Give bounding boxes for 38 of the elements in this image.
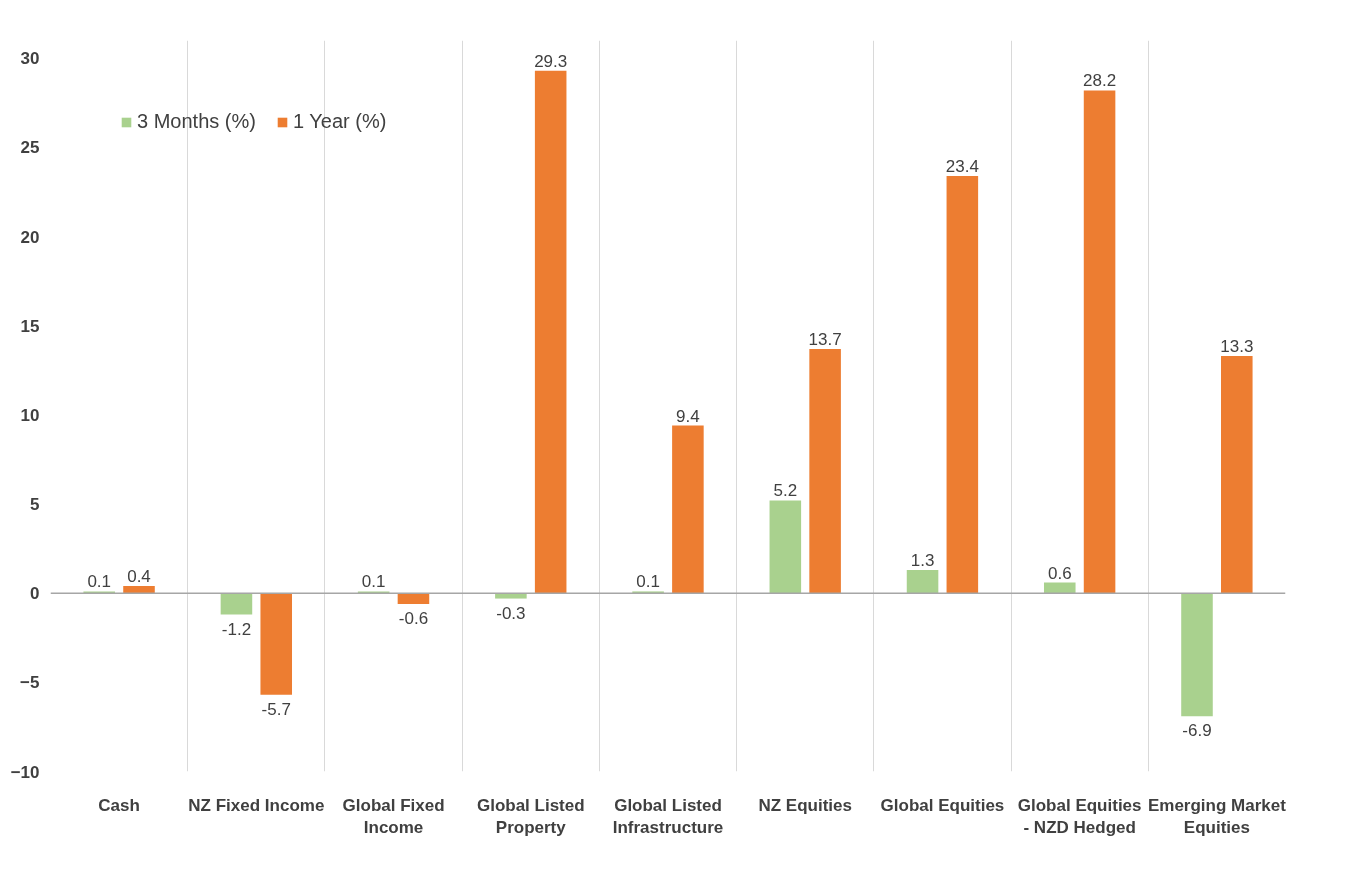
data-label: -0.3 bbox=[496, 603, 526, 623]
data-label: 23.4 bbox=[945, 157, 979, 176]
data-label: 0.6 bbox=[1047, 563, 1072, 583]
x-tick-label: NZ Fixed Income bbox=[188, 795, 325, 815]
data-label: 5.2 bbox=[773, 481, 798, 501]
data-label: -6.9 bbox=[1182, 721, 1212, 741]
x-tick-label: Cash bbox=[98, 795, 140, 815]
data-label: 13.7 bbox=[808, 329, 842, 349]
data-label: 0.4 bbox=[127, 567, 151, 587]
data-label: -5.7 bbox=[261, 699, 291, 719]
data-label: -0.6 bbox=[398, 608, 429, 628]
y-tick-label: −10 bbox=[10, 762, 40, 782]
y-tick-label: 20 bbox=[20, 227, 40, 247]
x-tick-label: Global Fixed Income bbox=[342, 795, 445, 838]
data-label: 0.1 bbox=[361, 572, 386, 592]
data-label: 28.2 bbox=[1083, 71, 1117, 91]
x-tick-label: Global Listed Property bbox=[476, 795, 585, 838]
y-tick-label: 5 bbox=[30, 495, 40, 515]
y-tick-label: 25 bbox=[20, 138, 40, 158]
legend-label: 3 Months (%) bbox=[137, 110, 256, 133]
data-label: 0.1 bbox=[87, 572, 112, 592]
y-tick-label: 30 bbox=[20, 49, 40, 69]
x-tick-label: Emerging Market Equities bbox=[1147, 795, 1287, 838]
x-tick-label: Global Equities bbox=[880, 795, 1005, 815]
y-tick-label: −5 bbox=[20, 673, 40, 693]
data-label: 0.1 bbox=[636, 572, 660, 592]
data-label: -1.2 bbox=[221, 619, 252, 639]
data-label: 13.3 bbox=[1220, 337, 1254, 357]
x-tick-label: Global Equities - NZD Hedged bbox=[1017, 795, 1142, 838]
legend-label: 1 Year (%) bbox=[292, 110, 387, 133]
data-label: 9.4 bbox=[676, 406, 700, 426]
x-tick-label: Global Listed Infrastructure bbox=[612, 795, 724, 838]
data-label: 29.3 bbox=[534, 51, 568, 71]
y-tick-label: 10 bbox=[20, 405, 40, 425]
y-tick-label: 0 bbox=[30, 584, 40, 604]
y-tick-label: 15 bbox=[20, 316, 40, 336]
x-tick-label: NZ Equities bbox=[758, 795, 852, 815]
data-label: 1.3 bbox=[910, 551, 935, 571]
